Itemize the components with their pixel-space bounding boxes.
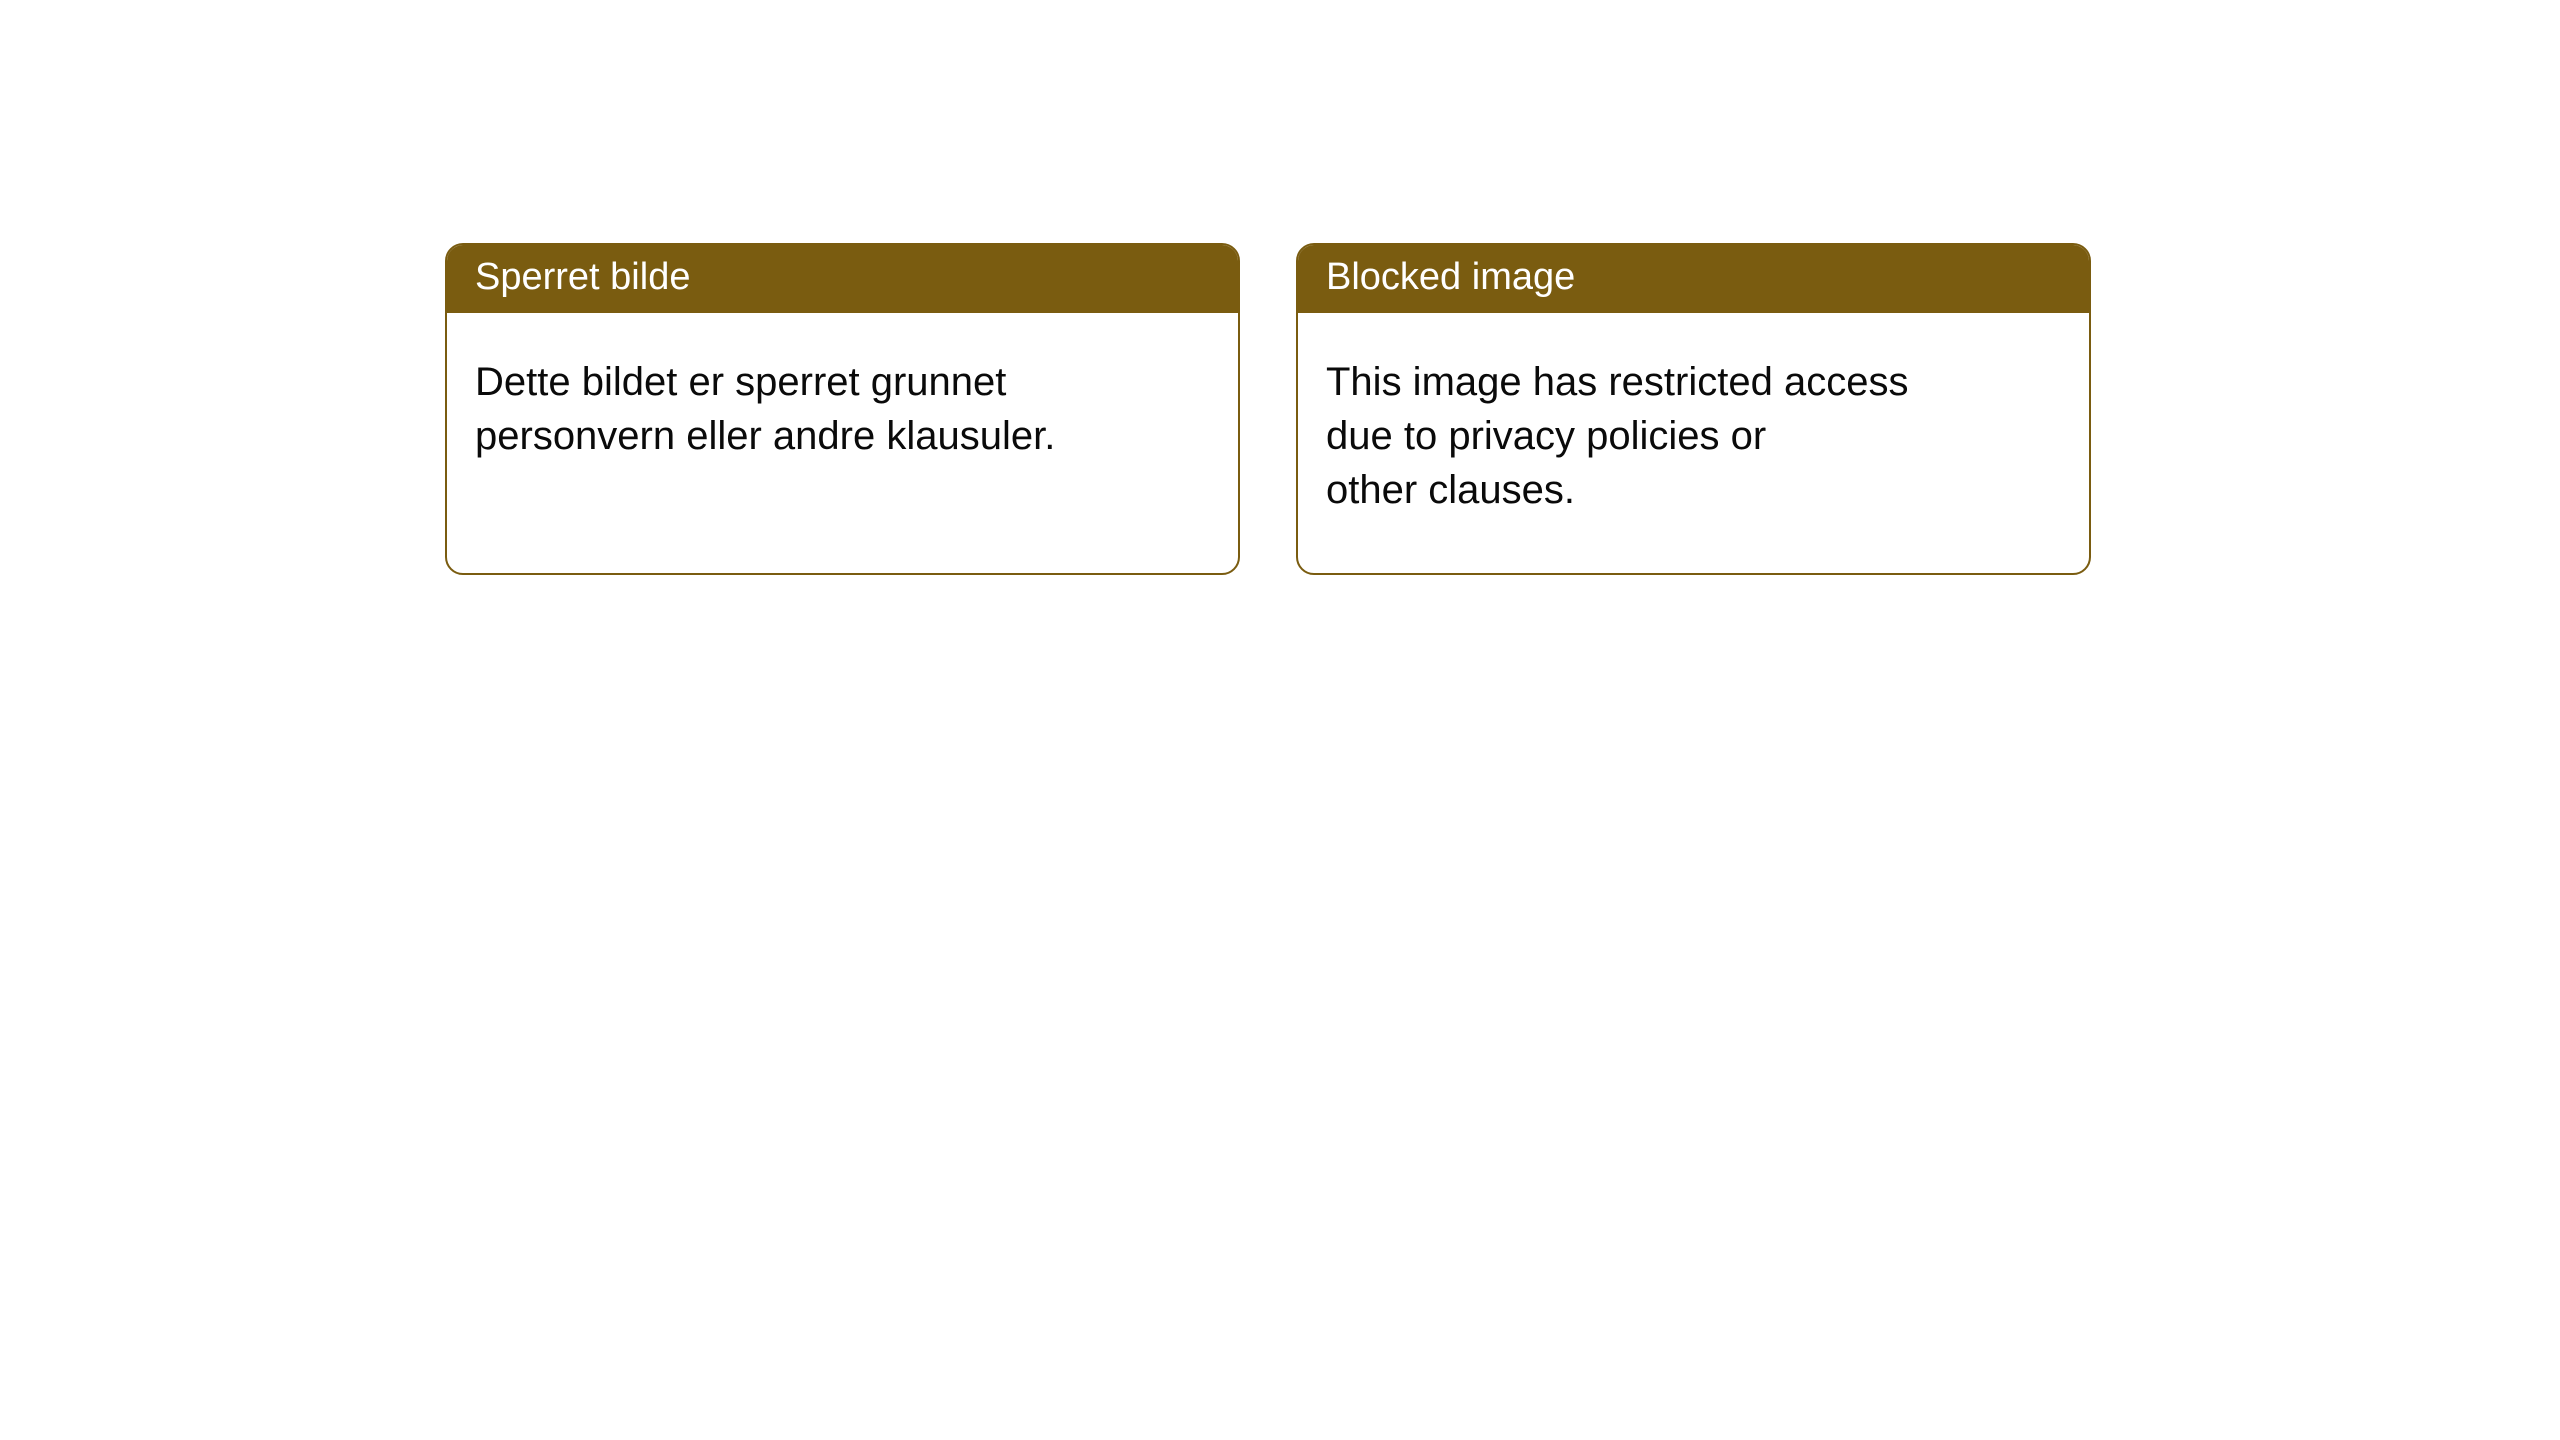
card-body: This image has restricted access due to … <box>1298 313 1978 559</box>
notice-card-english: Blocked image This image has restricted … <box>1296 243 2091 575</box>
card-header-text: Sperret bilde <box>475 256 690 298</box>
notice-cards-container: Sperret bilde Dette bildet er sperret gr… <box>0 0 2560 575</box>
card-header-text: Blocked image <box>1326 256 1575 298</box>
card-body-text: Dette bildet er sperret grunnet personve… <box>475 360 1055 458</box>
notice-card-norwegian: Sperret bilde Dette bildet er sperret gr… <box>445 243 1240 575</box>
card-body: Dette bildet er sperret grunnet personve… <box>447 313 1167 505</box>
card-body-text: This image has restricted access due to … <box>1326 360 1908 512</box>
card-header: Blocked image <box>1298 245 2089 313</box>
card-header: Sperret bilde <box>447 245 1238 313</box>
